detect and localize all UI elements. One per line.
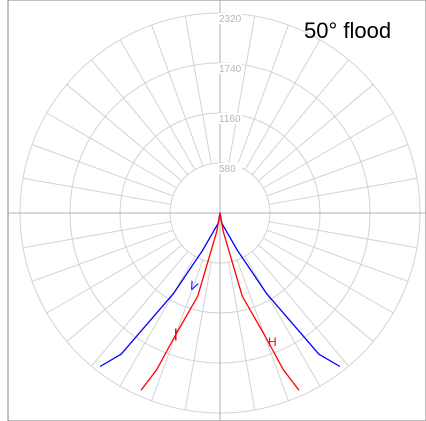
grid-spoke [257,244,374,342]
grid-spoke [269,221,418,249]
grid-spoke [236,24,289,167]
ring-label-580: 580 [219,164,236,175]
ring-labels: 580 1160 1740 2320 [218,13,242,175]
ring-label-bg [218,163,242,174]
grid-spoke [266,144,409,197]
ring-label-bg [218,13,242,24]
ring-label-2320: 2320 [219,14,242,25]
grid-spoke [251,59,349,176]
grid-spoke [266,229,409,282]
grid-spoke [119,39,196,170]
grid-spoke [184,15,212,164]
grid-spoke [184,262,212,411]
grid-spoke [151,259,204,402]
grid-spoke [46,112,177,189]
grid-spoke [46,237,177,314]
grid-spoke [269,177,418,205]
intensity-curves [99,212,341,391]
grid-spoke [263,237,394,314]
ring-label-1160: 1160 [219,114,241,125]
chart-frame [7,0,426,421]
polar-grid [8,0,426,421]
grid-spoke [244,39,321,170]
grid-spoke [257,84,374,182]
grid-spoke [236,259,289,402]
grid-spoke [151,24,204,167]
grid-spoke [119,256,196,387]
grid-spoke [91,59,189,176]
ring-label-bg [218,113,242,124]
series-label-h: H [268,335,277,349]
grid-spoke [91,250,189,367]
ring-label-bg [218,63,242,74]
grid-spoke [66,244,183,342]
grid-spoke [244,256,321,387]
grid-spoke [251,250,349,367]
grid-spoke [228,262,256,411]
grid-spoke [228,15,256,164]
grid-spoke [22,221,171,249]
grid-spoke [66,84,183,182]
grid-spoke [263,112,394,189]
chart-title: 50° flood [304,18,391,43]
grid-spoke [31,144,174,197]
grid-spoke [22,177,171,205]
ring-label-1740: 1740 [219,64,242,75]
grid-spoke [31,229,174,282]
series-curve-h [140,212,300,391]
